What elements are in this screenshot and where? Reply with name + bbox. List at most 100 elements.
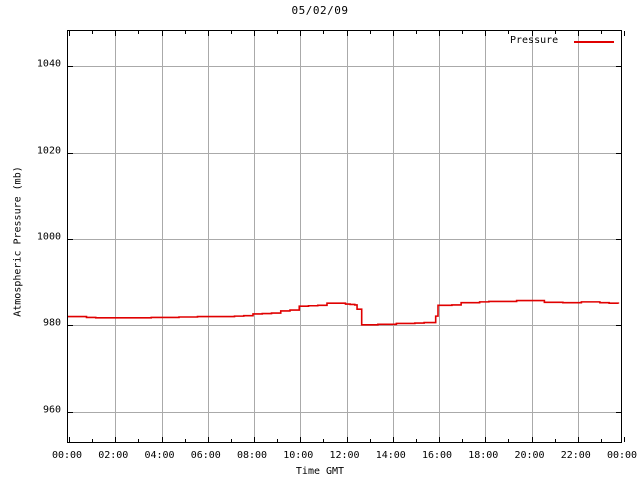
x-tick-top-04:00 [161,31,163,36]
x-tick-20:00 [531,437,533,442]
gridline-x-08:00 [253,31,255,442]
legend-color-swatch-pressure [574,41,614,43]
x-minor-tick-7 [230,439,232,442]
gridline-x-22:00 [577,31,579,442]
gridline-y-960 [68,411,621,413]
gridline-x-02:00 [114,31,116,442]
x-tick-06:00 [207,437,209,442]
x-minor-tick-top-1 [91,31,93,34]
x-tick-00:00 [623,437,625,442]
x-tick-14:00 [392,437,394,442]
legend: Pressure [502,31,620,53]
y-tick-1000 [68,238,73,240]
gridline-y-1020 [68,152,621,154]
y-tick-label-960: 960 [42,404,61,416]
gridline-x-04:00 [161,31,163,442]
x-tick-top-02:00 [114,31,116,36]
gridline-y-980 [68,324,621,326]
pressure-polyline [68,299,620,326]
y-tick-960 [68,411,73,413]
x-minor-tick-top-7 [230,31,232,34]
x-tick-top-22:00 [577,31,579,36]
y-tick-980 [68,324,73,326]
plot-area [67,30,625,443]
y-tick-label-980: 980 [42,317,61,329]
x-tick-label-22:00: 22:00 [560,450,591,461]
x-minor-tick-top-19 [507,31,509,34]
y-tick-label-1000: 1000 [36,231,61,243]
x-tick-top-16:00 [438,31,440,36]
x-axis-title: Time GMT [295,466,345,477]
gridline-x-12:00 [346,31,348,442]
x-minor-tick-5 [184,439,186,442]
x-tick-label-10:00: 10:00 [283,450,314,461]
y-tick-right-980 [616,324,621,326]
y-tick-right-1020 [616,152,621,154]
y-tick-right-1040 [616,65,621,67]
x-tick-label-18:00: 18:00 [468,450,499,461]
y-tick-right-960 [616,411,621,413]
x-tick-label-02:00: 02:00 [98,450,129,461]
gridline-x-18:00 [484,31,486,442]
x-minor-tick-top-13 [369,31,371,34]
y-tick-1020 [68,152,73,154]
x-tick-12:00 [346,437,348,442]
x-tick-label-08:00: 08:00 [236,450,268,461]
legend-label-pressure: Pressure [510,35,559,46]
x-tick-top-14:00 [392,31,394,36]
gridline-x-20:00 [531,31,533,442]
x-minor-tick-19 [507,439,509,442]
x-minor-tick-11 [322,439,324,442]
x-tick-top-08:00 [253,31,255,36]
x-minor-tick-15 [415,439,417,442]
x-tick-18:00 [484,437,486,442]
x-tick-04:00 [161,437,163,442]
x-tick-label-12:00: 12:00 [329,450,360,461]
x-minor-tick-1 [91,439,93,442]
y-tick-1040 [68,65,73,67]
x-tick-top-00:00 [68,31,70,36]
x-minor-tick-13 [369,439,371,442]
x-minor-tick-top-9 [276,31,278,34]
x-minor-tick-9 [276,439,278,442]
x-tick-top-10:00 [299,31,301,36]
x-minor-tick-17 [461,439,463,442]
x-tick-10:00 [299,437,301,442]
x-tick-top-06:00 [207,31,209,36]
gridline-x-14:00 [392,31,394,442]
gridline-y-1000 [68,238,621,240]
x-tick-16:00 [438,437,440,442]
series-pressure-line [68,299,620,326]
x-minor-tick-top-15 [415,31,417,34]
x-tick-08:00 [253,437,255,442]
x-tick-00:00 [68,437,70,442]
x-tick-label-04:00: 04:00 [144,450,175,461]
y-tick-label-1020: 1020 [36,145,61,157]
x-minor-tick-3 [137,439,139,442]
x-tick-label-00:00: 00:00 [606,450,638,461]
x-tick-label-00:00: 00:00 [51,450,83,461]
x-tick-22:00 [577,437,579,442]
gridline-y-1040 [68,65,621,67]
x-minor-tick-top-5 [184,31,186,34]
x-tick-label-06:00: 06:00 [190,450,221,461]
x-tick-top-00:00 [623,31,625,36]
x-tick-top-20:00 [531,31,533,36]
gridline-x-16:00 [438,31,440,442]
x-minor-tick-top-21 [554,31,556,34]
x-tick-label-16:00: 16:00 [421,450,453,461]
x-tick-label-20:00: 20:00 [514,450,545,461]
x-minor-tick-23 [600,439,602,442]
x-minor-tick-top-23 [600,31,602,34]
y-tick-label-1040: 1040 [36,58,61,70]
x-minor-tick-top-17 [461,31,463,34]
x-tick-top-18:00 [484,31,486,36]
x-tick-top-12:00 [346,31,348,36]
x-minor-tick-top-11 [322,31,324,34]
x-minor-tick-21 [554,439,556,442]
gridline-x-10:00 [299,31,301,442]
gridline-x-06:00 [207,31,209,442]
y-tick-right-1000 [616,238,621,240]
y-axis-tick-labels: 960 980 1000 1020 1040 [0,0,61,480]
chart-title: 05/02/09 [291,4,349,17]
